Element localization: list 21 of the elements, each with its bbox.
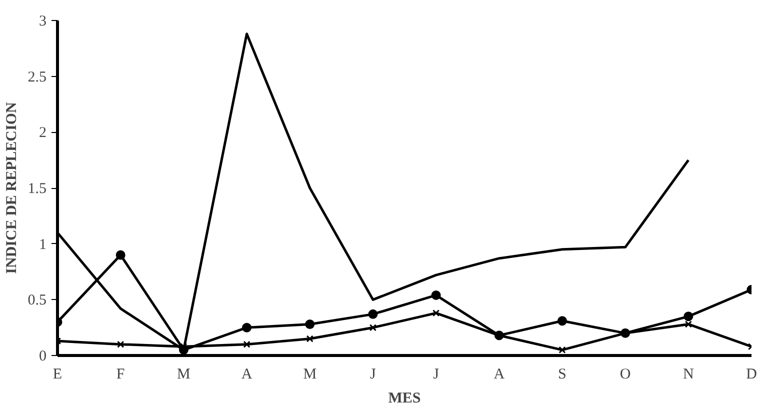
x-tick-label: N (682, 366, 694, 382)
x-tick-label: F (116, 366, 125, 382)
y-tick-label: 0.5 (28, 292, 46, 309)
x-tick-label: M (303, 366, 317, 382)
y-tick-label: 3 (39, 14, 46, 30)
x-tick-label: J (370, 366, 376, 382)
y-tick-label: 2 (39, 125, 46, 142)
x-tick-label: M (177, 366, 190, 382)
y-axis-title: INDICE DE REPLECION (4, 102, 20, 274)
x-tick-label: O (620, 366, 631, 382)
y-tick-label: 1 (39, 236, 46, 253)
x-tick-label: D (746, 366, 758, 382)
x-tick-label: J (433, 366, 440, 382)
y-tick-label: 2.5 (28, 69, 46, 86)
x-tick-label: A (241, 366, 252, 382)
y-tick-label: 0 (39, 348, 46, 364)
x-tick-label: S (558, 366, 566, 382)
x-tick-label: A (494, 366, 505, 382)
x-tick-label: E (52, 366, 62, 382)
x-axis-title: MES (388, 390, 421, 406)
y-tick-label: 1.5 (28, 181, 46, 197)
